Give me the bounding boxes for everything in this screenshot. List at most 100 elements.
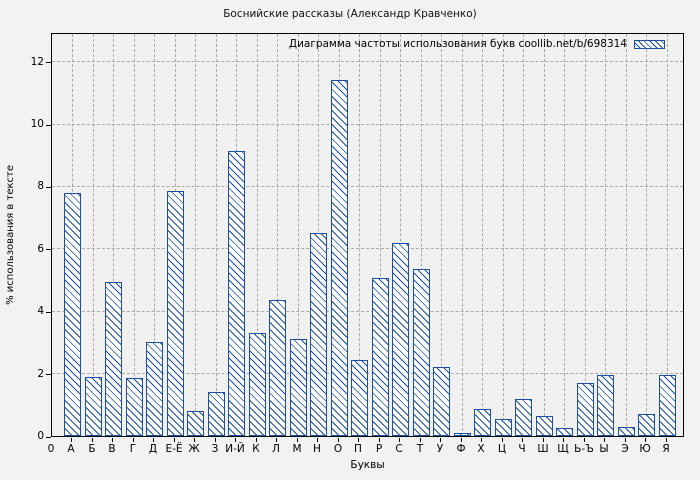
x-tick-label: Г: [129, 443, 137, 455]
y-tick-mark: [46, 311, 51, 313]
vertical-gridline: [522, 34, 524, 436]
x-tick-label: С: [395, 443, 403, 455]
x-tick-mark: [358, 438, 359, 442]
bar-Ц: [495, 418, 512, 436]
x-tick-mark: [543, 438, 544, 442]
x-tick-label: И-Й: [225, 443, 245, 455]
vertical-gridline: [461, 34, 463, 436]
bar-А: [64, 192, 81, 436]
x-tick-label: О: [333, 443, 343, 455]
vertical-gridline: [481, 34, 483, 436]
x-tick-mark: [215, 438, 216, 442]
vertical-gridline: [112, 34, 114, 436]
bar-Я: [659, 375, 676, 436]
y-tick-label: 12: [30, 55, 44, 68]
y-tick-label: 4: [37, 305, 44, 318]
legend-label: Диаграмма частоты использования букв coo…: [288, 38, 627, 50]
x-tick-label: Б: [88, 443, 96, 455]
vertical-gridline: [297, 34, 299, 436]
x-tick-label: Э: [621, 443, 629, 455]
bar-О: [331, 80, 348, 436]
bar-Р: [372, 278, 389, 436]
bar-Е-Ё: [167, 191, 184, 436]
x-tick-mark: [502, 438, 503, 442]
x-tick-mark: [92, 438, 93, 442]
x-tick-label: Ф: [456, 443, 466, 455]
vertical-gridline: [92, 34, 94, 436]
y-tick-label: 2: [37, 367, 44, 380]
x-tick-mark: [440, 438, 441, 442]
horizontal-gridline: [52, 61, 683, 63]
x-tick-mark: [420, 438, 421, 442]
bar-И-Й: [228, 150, 245, 436]
bar-Щ: [556, 428, 573, 436]
y-tick-label: 0: [37, 430, 44, 442]
vertical-gridline: [440, 34, 442, 436]
vertical-gridline: [194, 34, 196, 436]
x-tick-mark: [256, 438, 257, 442]
bar-Л: [269, 300, 286, 436]
bar-М: [290, 339, 307, 436]
bar-Ш: [536, 415, 553, 436]
bar-Ы: [597, 375, 614, 436]
vertical-gridline: [358, 34, 360, 436]
y-tick-mark: [46, 186, 51, 188]
vertical-gridline: [420, 34, 422, 436]
vertical-gridline: [256, 34, 258, 436]
x-tick-mark: [133, 438, 134, 442]
x-tick-label: Ч: [518, 443, 526, 455]
vertical-gridline: [502, 34, 504, 436]
bar-Э: [618, 426, 635, 436]
x-tick-label: П: [354, 443, 362, 455]
x-tick-mark: [481, 438, 482, 442]
x-tick-mark: [379, 438, 380, 442]
x-tick-label: Ю: [639, 443, 651, 455]
vertical-gridline: [543, 34, 545, 436]
x-tick-label: Х: [477, 443, 485, 455]
bar-Б: [85, 376, 102, 436]
x-tick-label: Л: [272, 443, 280, 455]
x-tick-label: Р: [375, 443, 383, 455]
x-tick-mark: [584, 438, 585, 442]
y-tick-label: 8: [37, 180, 44, 193]
chart-title: Боснийские рассказы (Александр Кравченко…: [223, 8, 477, 20]
x-tick-mark: [297, 438, 298, 442]
horizontal-gridline: [52, 310, 683, 312]
bar-У: [433, 367, 450, 436]
vertical-gridline: [563, 34, 565, 436]
y-tick-mark: [46, 249, 51, 251]
x-tick-mark: [399, 438, 400, 442]
bar-Г: [126, 378, 143, 436]
bar-Ь-Ъ: [577, 382, 594, 436]
x-tick-label: К: [252, 443, 260, 455]
x-origin-label: 0: [47, 443, 55, 455]
x-tick-label: А: [67, 443, 75, 455]
x-tick-mark: [604, 438, 605, 442]
x-tick-mark: [112, 438, 113, 442]
bar-В: [105, 281, 122, 436]
vertical-gridline: [276, 34, 278, 436]
x-tick-label: З: [211, 443, 219, 455]
bar-Ж: [187, 411, 204, 436]
vertical-gridline: [666, 34, 668, 436]
vertical-gridline: [153, 34, 155, 436]
bar-Х: [474, 409, 491, 436]
bar-К: [249, 333, 266, 436]
x-tick-label: У: [436, 443, 444, 455]
x-tick-label: Ь-Ъ: [574, 443, 594, 455]
plot-area: Диаграмма частоты использования букв coo…: [51, 33, 684, 437]
vertical-gridline: [215, 34, 217, 436]
horizontal-gridline: [52, 123, 683, 125]
y-tick-mark: [46, 436, 51, 438]
horizontal-gridline: [52, 185, 683, 187]
x-tick-mark: [666, 438, 667, 442]
x-tick-mark: [235, 438, 236, 442]
y-tick-label: 10: [30, 118, 44, 131]
x-tick-label: Д: [148, 443, 158, 455]
x-tick-label: Т: [416, 443, 424, 455]
bar-Ю: [638, 414, 655, 436]
vertical-gridline: [584, 34, 586, 436]
x-tick-mark: [174, 438, 175, 442]
bar-Ф: [454, 432, 471, 436]
